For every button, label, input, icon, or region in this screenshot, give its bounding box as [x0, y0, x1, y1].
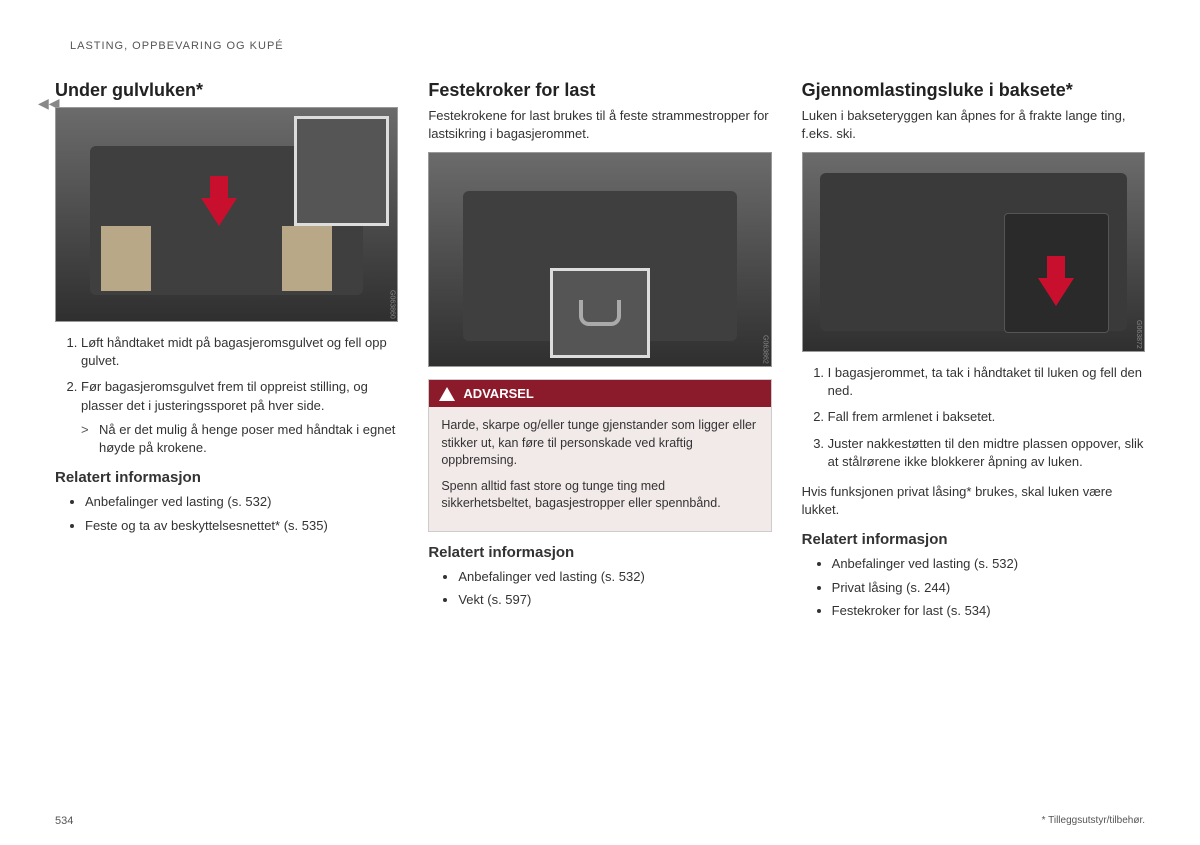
- list-item: Feste og ta av beskyttelsesnettet* (s. 5…: [85, 516, 398, 536]
- step-result: Nå er det mulig å henge poser med håndta…: [81, 421, 398, 457]
- col2-title: Festekroker for last: [428, 80, 771, 101]
- col1-title: Under gulvluken*: [55, 80, 398, 101]
- column-1: Under gulvluken* G063860 Løft håndtaket …: [55, 80, 398, 625]
- list-item: Vekt (s. 597): [458, 590, 771, 610]
- footnote: * Tilleggsutstyr/tilbehør.: [1042, 815, 1145, 827]
- col3-steps: I bagasjerommet, ta tak i håndtaket til …: [802, 364, 1145, 471]
- warning-para: Spenn alltid fast store og tunge ting me…: [441, 478, 758, 513]
- col1-steps: Løft håndtaket midt på bagasjeromsgulvet…: [55, 334, 398, 457]
- column-3: Gjennomlastingsluke i baksete* Luken i b…: [802, 80, 1145, 625]
- list-item: I bagasjerommet, ta tak i håndtaket til …: [828, 364, 1145, 400]
- col3-related-title: Relatert informasjon: [802, 531, 1145, 548]
- col2-figure: G063862: [428, 152, 771, 367]
- content-columns: Under gulvluken* G063860 Løft håndtaket …: [55, 80, 1145, 625]
- page-footer: 534 * Tilleggsutstyr/tilbehør.: [55, 815, 1145, 827]
- warning-body: Harde, skarpe og/eller tunge gjenstander…: [429, 407, 770, 531]
- hook-icon: [579, 300, 621, 326]
- page-number: 534: [55, 815, 73, 827]
- warning-box: ADVARSEL Harde, skarpe og/eller tunge gj…: [428, 379, 771, 532]
- list-item: Privat låsing (s. 244): [832, 578, 1145, 598]
- image-credit: G063860: [388, 290, 395, 319]
- inset-detail: [550, 268, 650, 358]
- list-item: Løft håndtaket midt på bagasjeromsgulvet…: [81, 334, 398, 370]
- list-item: Anbefalinger ved lasting (s. 532): [458, 567, 771, 587]
- col3-related-list: Anbefalinger ved lasting (s. 532) Privat…: [802, 554, 1145, 621]
- warning-label: ADVARSEL: [463, 386, 534, 401]
- image-credit: G063872: [1135, 320, 1142, 349]
- image-credit: G063862: [762, 335, 769, 364]
- warning-para: Harde, skarpe og/eller tunge gjenstander…: [441, 417, 758, 470]
- list-item: Før bagasjeromsgulvet frem til oppreist …: [81, 378, 398, 457]
- bag-graphic: [101, 226, 151, 291]
- list-item: Anbefalinger ved lasting (s. 532): [832, 554, 1145, 574]
- arrow-down-icon: [201, 198, 237, 226]
- list-item: Fall frem armlenet i baksetet.: [828, 408, 1145, 426]
- warning-header: ADVARSEL: [429, 380, 770, 407]
- col1-figure: G063860: [55, 107, 398, 322]
- arrow-down-icon: [1038, 278, 1074, 306]
- col1-related-title: Relatert informasjon: [55, 469, 398, 486]
- step-text: Før bagasjeromsgulvet frem til oppreist …: [81, 379, 368, 412]
- page-header: LASTING, OPPBEVARING OG KUPÉ: [70, 40, 1145, 52]
- bag-graphic: [282, 226, 332, 291]
- col2-related-title: Relatert informasjon: [428, 544, 771, 561]
- col3-paragraph: Hvis funksjonen privat låsing* brukes, s…: [802, 483, 1145, 519]
- col3-title: Gjennomlastingsluke i baksete*: [802, 80, 1145, 101]
- col3-figure: G063872: [802, 152, 1145, 352]
- col3-intro: Luken i bakseteryggen kan åpnes for å fr…: [802, 107, 1145, 142]
- list-item: Juster nakkestøtten til den midtre plass…: [828, 435, 1145, 471]
- list-item: Festekroker for last (s. 534): [832, 601, 1145, 621]
- column-2: Festekroker for last Festekrokene for la…: [428, 80, 771, 625]
- inset-detail: [294, 116, 389, 226]
- col2-related-list: Anbefalinger ved lasting (s. 532) Vekt (…: [428, 567, 771, 610]
- list-item: Anbefalinger ved lasting (s. 532): [85, 492, 398, 512]
- col2-intro: Festekrokene for last brukes til å feste…: [428, 107, 771, 142]
- warning-triangle-icon: [439, 387, 455, 401]
- col1-related-list: Anbefalinger ved lasting (s. 532) Feste …: [55, 492, 398, 535]
